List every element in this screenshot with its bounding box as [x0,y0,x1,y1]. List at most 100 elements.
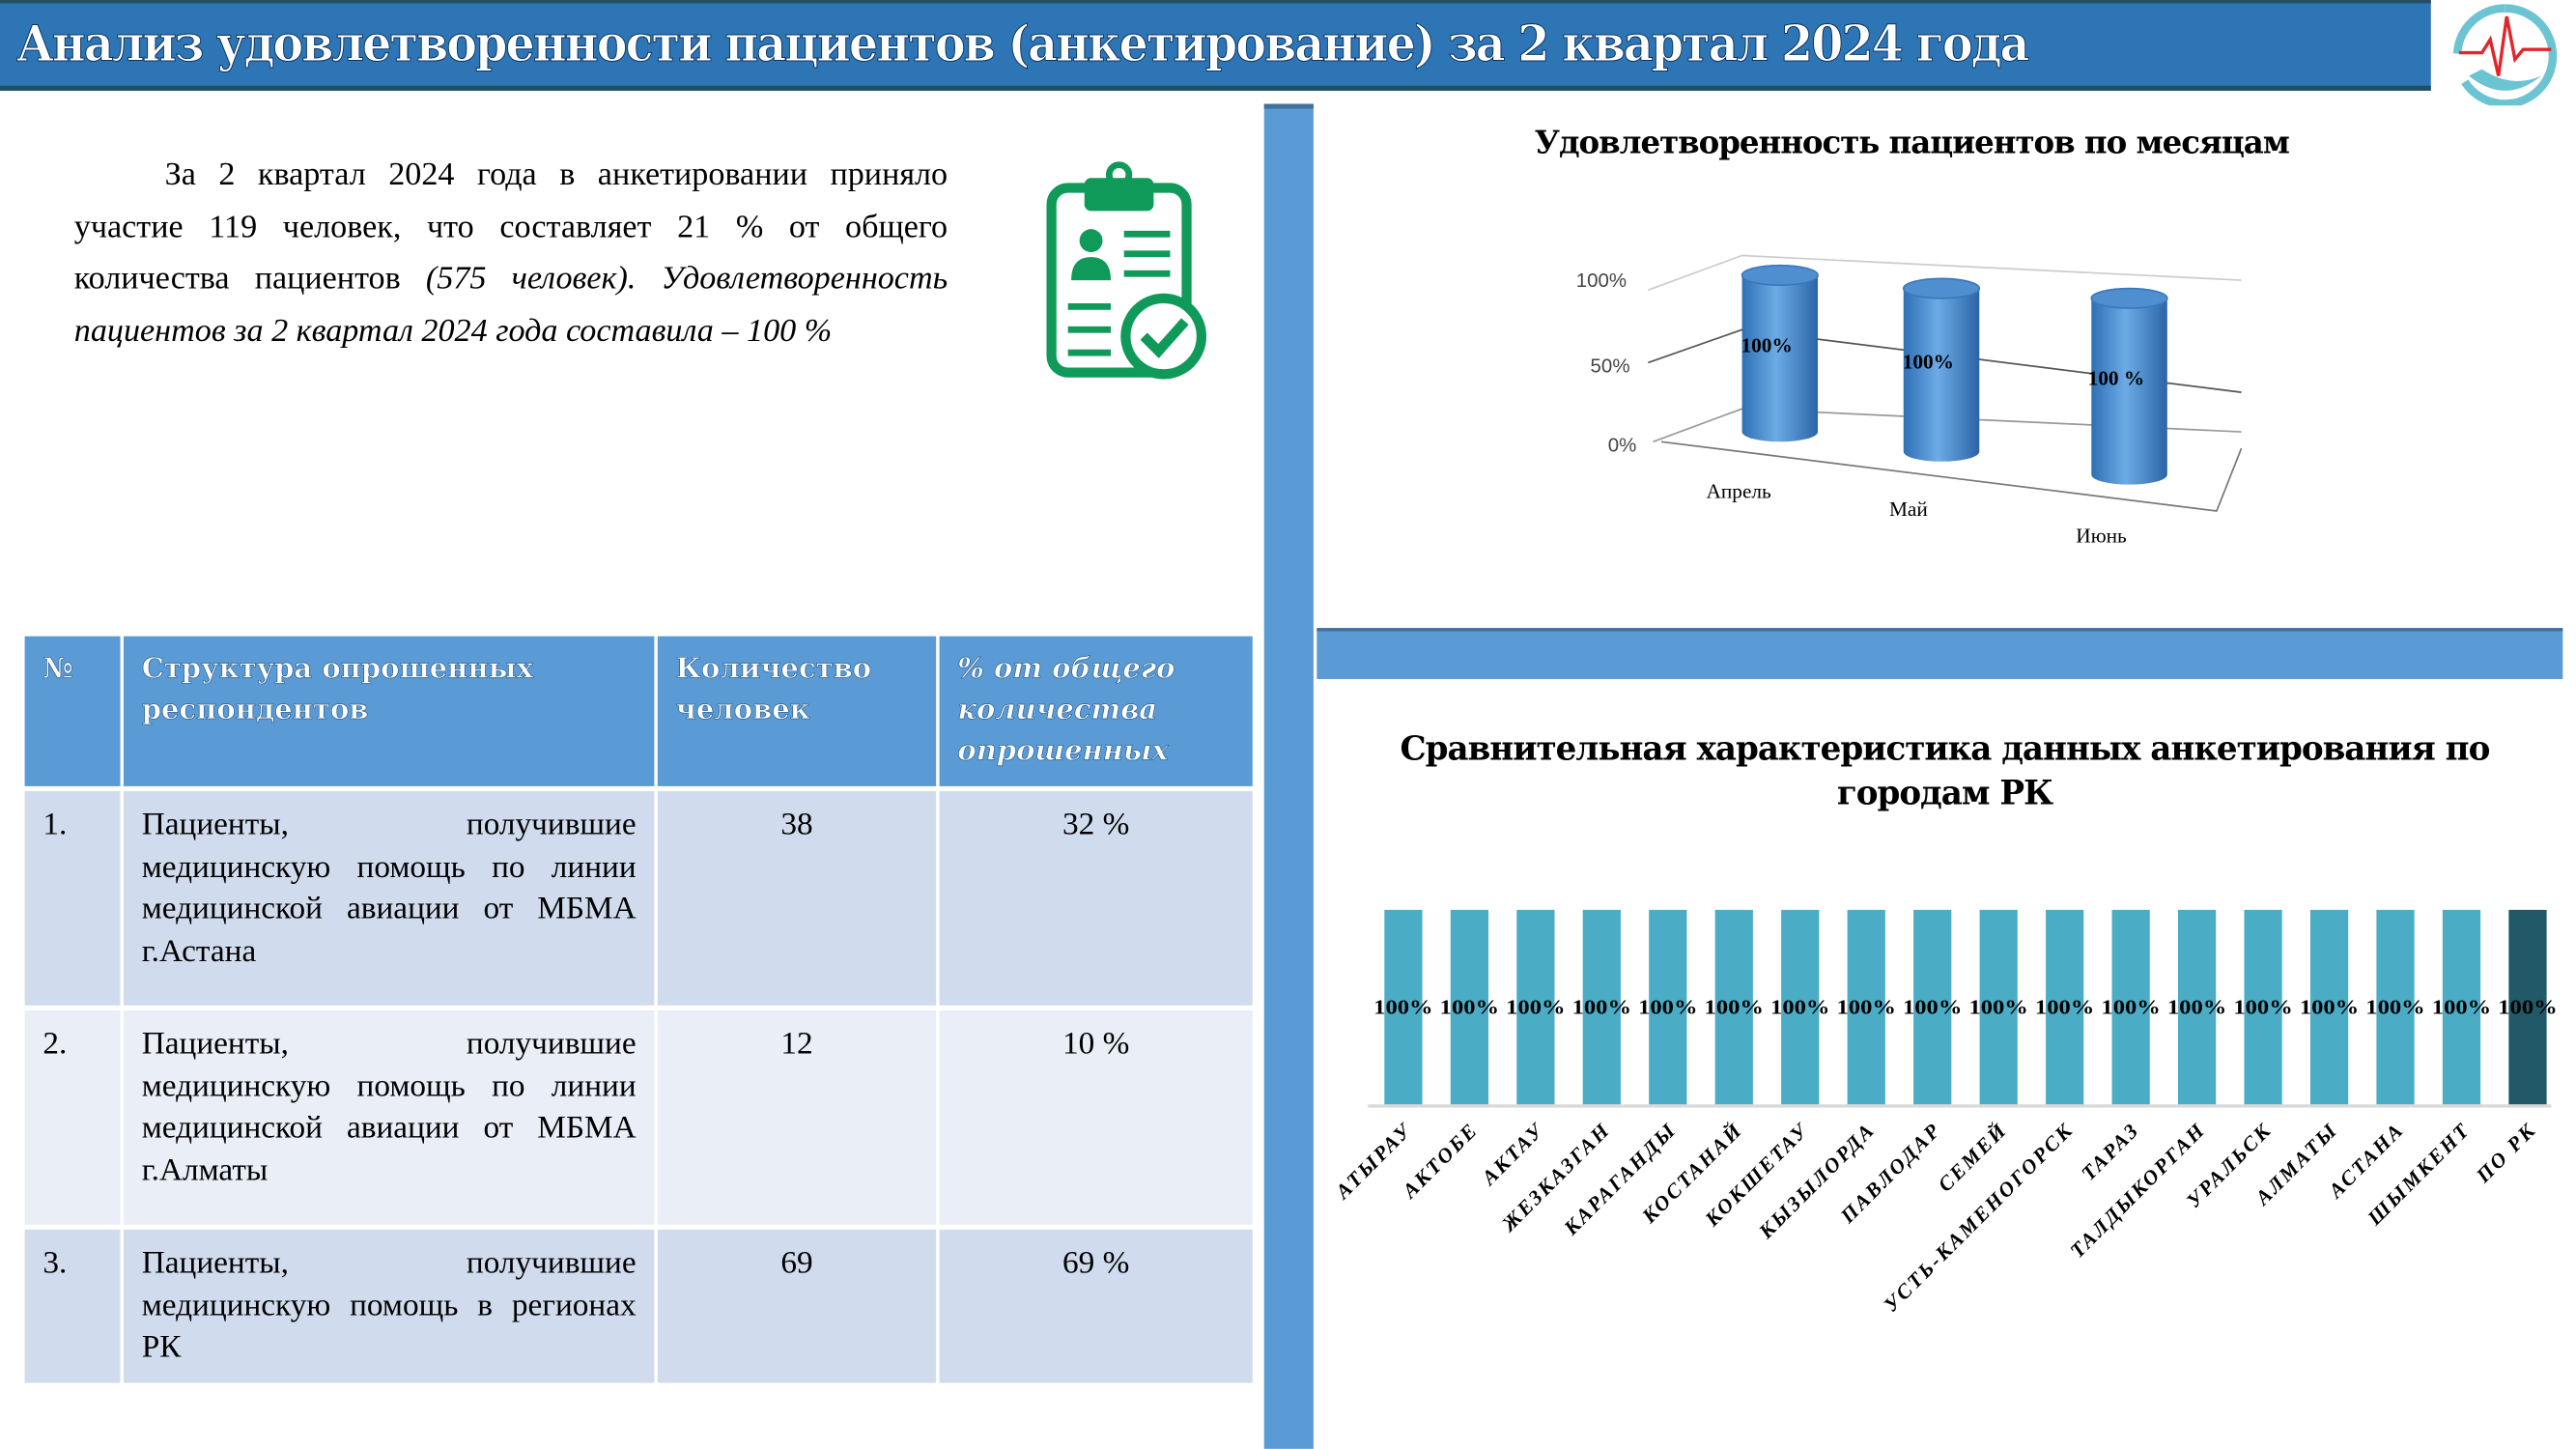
data-label: 100% [1770,995,1829,1018]
row-description: Пациенты, получившие медицинскую помощь … [123,1229,655,1382]
row-number: 3. [24,1229,121,1382]
vertical-divider [1263,103,1314,1449]
data-label: 100% [1741,333,1793,356]
bar-павлодар [1913,909,1952,1105]
monthly-chart-title: Удовлетворенность пациентов по месяцам [1534,125,2290,162]
cylinder-bar [1903,288,1980,462]
cylinder-top [1902,277,1981,299]
y-tick-label: 50% [1591,355,1630,378]
intro-paragraph: За 2 квартал 2024 года в анкетировании п… [74,150,948,357]
bar-тараз [2111,909,2150,1105]
x-tick-label: ТАЛДЫКОРГАН [2066,1118,2211,1263]
x-tick-label: Июнь [2076,524,2127,547]
col-percent: % от общего количества опрошенных [939,636,1253,786]
row-count: 12 [657,1009,937,1225]
data-label: 100% [2432,995,2491,1018]
data-label: 100% [1572,995,1631,1018]
data-label: 100% [2101,995,2160,1018]
bar-кызылорда [1847,909,1885,1105]
x-tick-label: АТЫРАУ [1330,1118,1417,1205]
table-row: 3. Пациенты, получившие медицинскую помо… [24,1229,1253,1382]
table-header-row: № Структура опрошенных респондентов Коли… [24,636,1253,786]
bar-жезказган [1582,909,1621,1105]
x-tick-label: УРАЛЬСК [2182,1118,2277,1212]
data-label: 100% [2498,995,2557,1018]
bar-талдыкорган [2177,909,2217,1105]
x-tick-label: АЛМАТЫ [2250,1118,2342,1210]
bar-алматы [2309,909,2349,1105]
bar-по рк [2508,909,2547,1105]
data-label: 100% [1373,995,1432,1018]
data-label: 100% [2300,995,2359,1018]
bar-астана [2376,909,2415,1105]
col-count: Количество человек [657,636,937,786]
gridline [1653,408,2242,443]
data-label: 100% [2233,995,2292,1018]
x-tick-label: ПАВЛОДАР [1835,1118,1945,1228]
data-label: 100% [2365,995,2424,1018]
bar-актау [1516,909,1555,1105]
row-number: 2. [24,1009,121,1225]
data-label: 100% [1903,350,1954,373]
x-tick-label: КОСТАНАЙ [1637,1118,1747,1228]
x-tick-label: КЫЗЫЛОРДА [1754,1118,1880,1243]
x-tick-label: АКТАУ [1476,1118,1549,1191]
row-number: 1. [24,791,121,1006]
row-percent: 32 % [939,791,1253,1006]
clipboard-check-icon [1046,161,1207,380]
y-tick-label: 100% [1576,270,1627,292]
bar-атырау [1384,909,1423,1105]
table-row: 2. Пациенты, получившие медицинскую помо… [24,1009,1253,1225]
x-tick-label: ПО РК [2471,1118,2541,1188]
x-tick-label: СЕМЕЙ [1934,1118,2012,1196]
intro-satisfaction-value: 100 % [747,312,833,349]
x-tick-label: ШЫМКЕНТ [2363,1118,2476,1231]
bar-актобе [1450,909,1489,1105]
x-tick-label: УСТЬ-КАМЕНОГОРСК [1880,1118,2079,1317]
row-percent: 10 % [939,1009,1253,1225]
row-percent: 69 % [939,1229,1253,1382]
data-label: 100% [1705,995,1764,1018]
row-count: 38 [657,791,937,1006]
cylinder-top [2090,287,2168,309]
medical-logo-icon [2452,4,2558,106]
x-tick-label: Апрель [1707,479,1772,502]
bar-костанай [1714,909,1753,1105]
data-label: 100% [1440,995,1499,1018]
table-row: 1. Пациенты, получившие медицинскую помо… [24,791,1253,1006]
x-tick-label: Май [1889,497,1928,521]
cylinder-bar [1741,274,1819,442]
intro-patients-total: (575 человек). [425,260,637,298]
y-tick-label: 0% [1608,435,1637,457]
x-tick-label: КАРАГАНДЫ [1559,1118,1682,1240]
data-label: 100% [1837,995,1896,1018]
data-label: 100% [1506,995,1565,1018]
data-label: 100% [2035,995,2094,1018]
page-title: Анализ удовлетворенности пациентов (анке… [16,16,2030,75]
data-label: 100 % [2088,366,2145,389]
bar-шымкент [2442,909,2481,1105]
data-label: 100% [1968,995,2027,1018]
row-count: 69 [657,1229,937,1382]
row-description: Пациенты, получившие медицинскую помощь … [123,791,655,1006]
intro-text: За 2 квартал 2024 года в анкетировании п… [73,156,948,298]
horizontal-divider [1316,628,2563,679]
chart-floor-edge [1660,440,2243,512]
bar-караганды [1649,909,1687,1105]
cities-chart-title: Сравнительная характеристика данных анке… [1400,728,2491,813]
data-label: 100% [1638,995,1697,1018]
gridline [1648,328,2242,393]
cylinder-bar [2091,298,2167,485]
x-tick-label: АКТОБЕ [1397,1118,1483,1204]
col-structure: Структура опрошенных респондентов [123,636,655,786]
intro-satisfaction-text: Удовлетворенность пациентов за 2 квартал… [73,260,948,349]
bar-семей [1979,909,2018,1105]
x-tick-label: АСТАНА [2323,1118,2409,1204]
cylinder-top [1741,264,1819,287]
respondents-table: № Структура опрошенных респондентов Коли… [21,632,1256,1387]
bar-кокшетау [1781,909,1820,1105]
x-tick-label: КОКШЕТАУ [1700,1118,1814,1232]
title-bar: Анализ удовлетворенности пациентов (анке… [0,0,2431,91]
x-tick-label: ЖЕЗКАЗГАН [1496,1118,1616,1237]
